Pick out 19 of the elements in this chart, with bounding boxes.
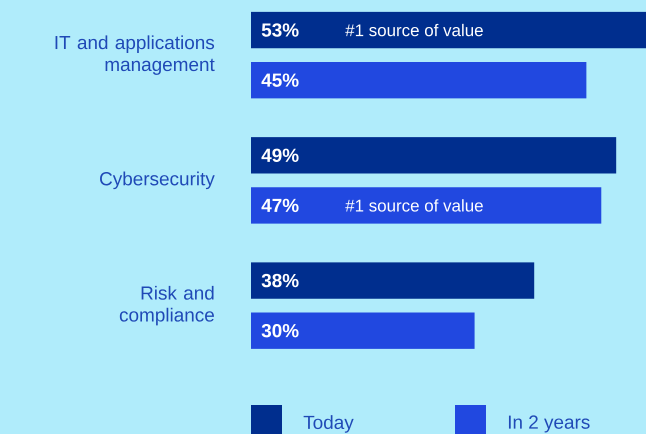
y-tick-label: Risk and compliance [120,286,214,326]
data-label: 45% [261,73,299,87]
annotation: #1 source of value [345,199,483,212]
annotation: #1 source of value [345,24,483,36]
bar [251,262,534,299]
bar [251,312,475,349]
data-label: 30% [262,324,299,338]
y-tick-label: Cybersecurity [100,172,215,190]
bar [251,12,646,48]
data-label: 49% [261,148,299,162]
legend-label: In 2 years [508,415,590,433]
legend-label: Today [304,415,354,433]
y-tick-label: IT and applications management [56,35,215,75]
bar [251,137,616,174]
data-label: 47% [261,198,299,212]
bar [251,62,586,98]
bar [251,187,602,224]
data-label: 38% [262,274,299,288]
data-label: 53% [262,23,299,37]
